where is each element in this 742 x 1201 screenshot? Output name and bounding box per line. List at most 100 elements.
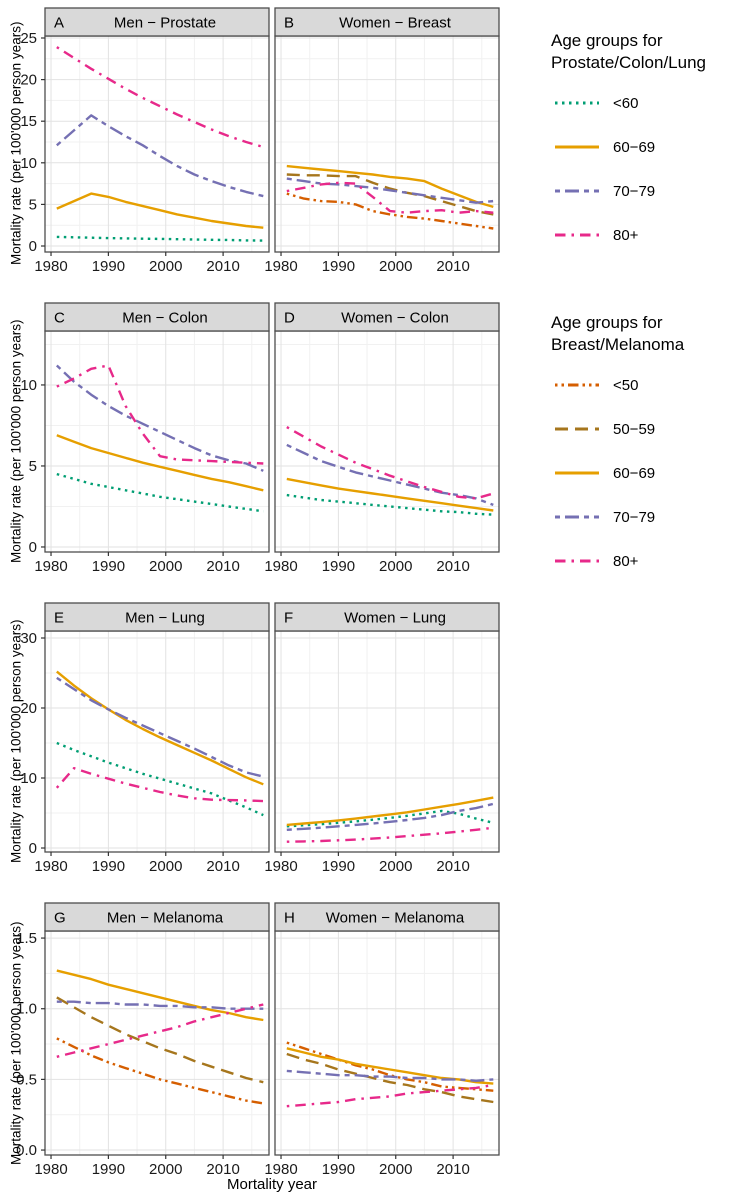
legend-swatch-longdash-line (555, 427, 599, 431)
series-line-80+ (286, 426, 494, 500)
y-tick-label: 30 (20, 630, 37, 647)
legend-swatch-dotted-line (555, 101, 599, 105)
legend-items: <60 60−69 70−79 80+ (551, 91, 736, 247)
legend-item-label: 70−79 (613, 182, 656, 200)
legend-item-label: 70−79 (613, 508, 656, 526)
x-tick-label: 1980 (34, 858, 67, 875)
legend-item: <60 (551, 91, 736, 115)
x-tick-label: 1990 (92, 258, 125, 275)
legend-swatch-dotdash-line (555, 559, 599, 563)
x-tick-label: 1990 (92, 858, 125, 875)
x-tick-label: 1990 (322, 558, 355, 575)
legend-item: 70−79 (551, 179, 736, 203)
plot-background (45, 331, 269, 552)
legend-title: Age groups for Breast/Melanoma (551, 313, 685, 355)
legend-items: <50 50−59 60−69 70−79 80+ (551, 373, 736, 573)
y-tick-label: 5 (29, 458, 37, 475)
series-line-70−79 (56, 1000, 264, 1010)
x-tick-label: 2010 (206, 858, 239, 875)
legend-breast-melanoma: Age groups for Breast/Melanoma <50 50−59 6… (551, 312, 736, 593)
panel-title: Men − Colon (122, 310, 207, 327)
legend-item-label: 60−69 (613, 138, 656, 156)
legend-item: 70−79 (551, 505, 736, 529)
series-line-50−59 (286, 173, 494, 216)
y-tick-label: 1.5 (16, 930, 37, 947)
panel-E: E Men − Lung 1980 1990 2000 2010 0 10 20 30 (20, 602, 270, 875)
panel-letter: E (54, 610, 64, 627)
legend-item-label: <50 (613, 376, 639, 394)
plot-background (45, 931, 269, 1155)
series-line-<60 (56, 741, 264, 817)
legend-item: 60−69 (551, 461, 736, 485)
legend-swatch-solid-line (555, 471, 599, 475)
panel-strip (44, 902, 270, 932)
panel-title: Women − Melanoma (326, 910, 465, 927)
x-tick-label: 1980 (264, 858, 297, 875)
y-tick-label: 10 (20, 155, 37, 172)
panel-B: B Women − Breast 1980 1990 2000 2010 (264, 7, 500, 275)
x-axis-title: Mortality year (226, 1176, 318, 1193)
series-line-60−69 (56, 670, 264, 786)
series-line-60−69 (286, 164, 494, 209)
panel-F: F Women − Lung 1980 1990 2000 2010 (264, 602, 500, 875)
panel-title: Women − Colon (341, 310, 449, 327)
legend-item-label: 60−69 (613, 464, 656, 482)
series-line-<50 (286, 192, 494, 230)
y-axis-title-row2: Mortality rate (per 100'000 person years… (8, 319, 24, 564)
panel-strip (44, 7, 270, 37)
x-tick-label: 1980 (264, 1161, 297, 1178)
legend-item-label: <60 (613, 94, 639, 112)
y-tick-label: 0.5 (16, 1071, 37, 1088)
x-tick-label: 2010 (436, 858, 469, 875)
x-tick-label: 1990 (92, 558, 125, 575)
y-axis-title-row4: Mortality rate (per 100'000 person years… (8, 921, 24, 1165)
panel-letter: C (54, 310, 65, 327)
series-line-<60 (56, 472, 264, 513)
series-line-60−69 (56, 192, 264, 229)
series-line-60−69 (286, 477, 494, 512)
legend-swatch-dotdash-line (555, 233, 599, 237)
x-tick-label: 2010 (206, 1161, 239, 1178)
series-line-<50 (56, 1037, 264, 1105)
y-tick-label: 0 (29, 840, 37, 857)
legend-swatch-solid-line (555, 145, 599, 149)
series-line-70−79 (56, 114, 264, 198)
legend-title: Age groups for Prostate/Colon/Lung (551, 31, 706, 73)
panel-letter: H (284, 910, 295, 927)
panel-title: Men − Prostate (114, 15, 216, 32)
panel-strip (274, 902, 500, 932)
y-tick-label: 0 (29, 539, 37, 556)
x-tick-label: 1980 (34, 1161, 67, 1178)
panel-title: Women − Lung (344, 610, 446, 627)
x-tick-label: 1980 (34, 258, 67, 275)
plot-background (45, 631, 269, 852)
legend-item-label: 50−59 (613, 420, 656, 438)
x-tick-label: 2010 (206, 258, 239, 275)
y-tick-label: 20 (20, 700, 37, 717)
plot-background (275, 931, 499, 1155)
x-tick-label: 1990 (322, 858, 355, 875)
series-line-80+ (286, 1083, 494, 1108)
panel-title: Men − Melanoma (107, 910, 224, 927)
series-line-80+ (56, 1003, 264, 1058)
series-line-70−79 (286, 177, 494, 204)
series-line-50−59 (56, 996, 264, 1084)
y-tick-label: 1.0 (16, 1001, 37, 1018)
y-axis-title-row3: Mortality rate (per 100'000 person years… (8, 619, 24, 864)
x-tick-label: 2000 (149, 858, 182, 875)
series-line-60−69 (56, 434, 264, 492)
panel-title: Women − Breast (339, 15, 452, 32)
x-tick-label: 2000 (379, 858, 412, 875)
x-tick-label: 2010 (436, 258, 469, 275)
series-line-70−79 (286, 1069, 494, 1083)
x-tick-label: 1980 (264, 558, 297, 575)
series-line-70−79 (286, 802, 494, 831)
series-line-60−69 (286, 1047, 494, 1085)
series-line-70−79 (55, 364, 264, 472)
legend-item: <50 (551, 373, 736, 397)
series-line-80+ (286, 181, 494, 214)
series-line-50−59 (286, 1052, 494, 1104)
series-line-60−69 (286, 796, 494, 827)
legend-swatch-dashdotdot-line (555, 383, 599, 387)
